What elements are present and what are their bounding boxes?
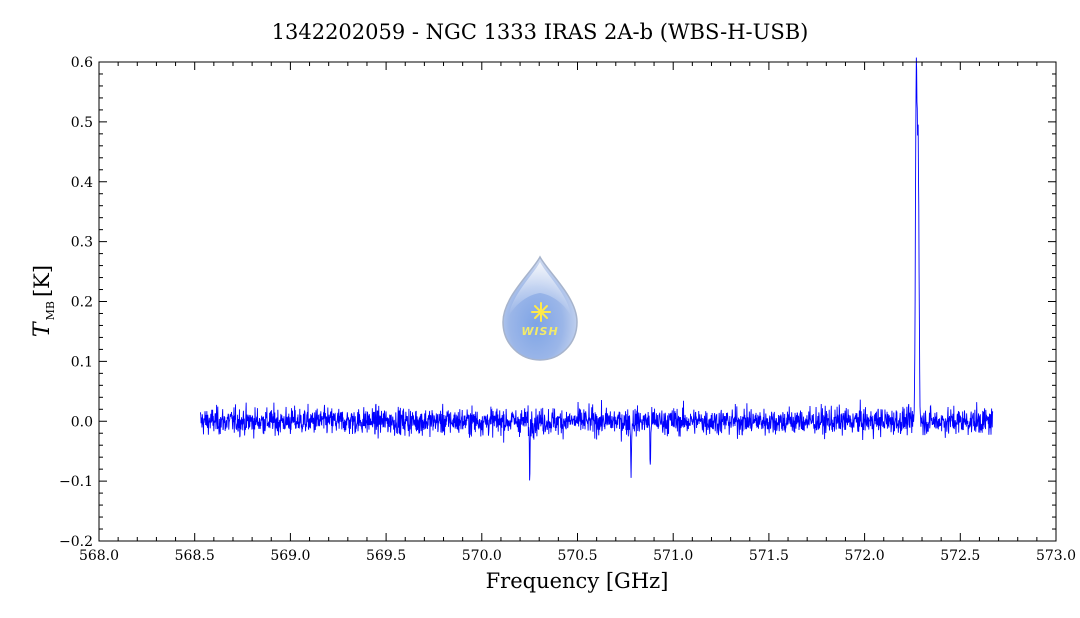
y-tick-label: −0.1 [59,474,93,490]
y-tick-label: 0.1 [71,354,93,370]
x-tick-label: 571.5 [749,548,789,564]
x-tick-label: 568.5 [175,548,215,564]
star-icon [531,302,551,322]
x-tick-label: 570.0 [462,548,502,564]
chart-title: 1342202059 - NGC 1333 IRAS 2A-b (WBS-H-U… [272,20,809,44]
x-tick-label: 572.0 [845,548,885,564]
spectrum-line [199,57,994,481]
x-tick-label: 568.0 [79,548,119,564]
x-tick-label: 569.0 [270,548,310,564]
logo-text: WISH [521,325,558,338]
y-axis-unit: [K] [30,265,54,297]
y-tick-label: −0.2 [59,534,93,550]
y-tick-label: 0.2 [71,295,93,311]
wish-logo: WISH [502,255,578,361]
y-tick-label: 0.5 [71,115,93,131]
x-tick-label: 573.0 [1036,548,1076,564]
y-axis-title: TMB [K] [30,265,57,337]
y-tick-label: 0.0 [71,414,93,430]
x-tick-label: 572.5 [940,548,980,564]
y-tick-label: 0.3 [71,235,93,251]
y-tick-label: 0.6 [71,55,93,71]
x-tick-label: 570.5 [557,548,597,564]
y-axis-symbol: T [30,320,55,337]
y-axis-subscript: MB [44,301,57,320]
logo-drop-highlight [509,262,571,316]
x-tick-label: 569.5 [366,548,406,564]
y-axis: −0.2 −0.1 0.0 0.1 0.2 0.3 0.4 0.5 0.6 [59,55,1056,550]
svg-text:TMB[K]: TMB [K] [30,265,57,337]
x-axis: 568.0 568.5 569.0 569.5 570.0 570.5 571.0 571.5… [79,62,1076,564]
y-tick-label: 0.4 [71,175,93,191]
x-tick-label: 571.0 [653,548,693,564]
plot-frame [98,61,1057,542]
x-axis-title: Frequency [GHz] [486,569,669,593]
series-layer [199,57,994,481]
